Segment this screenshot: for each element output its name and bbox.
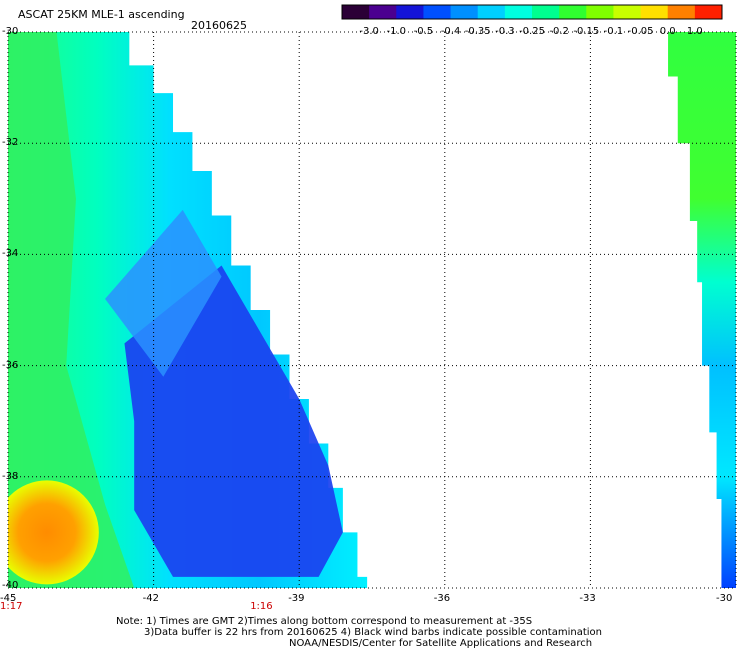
colorbar-label-10: -0.05 (628, 26, 654, 37)
colorbar-label-5: -0.3 (495, 26, 515, 37)
colorbar-label-8: -0.15 (573, 26, 599, 37)
colorbar-segment-6 (504, 5, 533, 19)
colorbar-segment-1 (369, 5, 397, 19)
colorbar-segment-7 (532, 5, 560, 19)
y-tick-label: -36 (2, 359, 19, 371)
green-margin-region (8, 32, 135, 588)
colorbar-label-9: -0.1 (604, 26, 624, 37)
mid-blue-region (105, 209, 222, 377)
colorbar-label-6: -0.25 (519, 26, 545, 37)
x-tick-label: -36 (433, 593, 451, 604)
colorbar-label-7: -0.2 (549, 26, 569, 37)
y-tick-label: -38 (2, 470, 19, 482)
y-tick-label: -32 (2, 137, 19, 149)
note-line-3: NOAA/NESDIS/Center for Satellite Applica… (289, 638, 593, 649)
colorbar-segment-8 (559, 5, 587, 19)
colorbar-label-11: 0.0 (660, 26, 676, 37)
x-tick-label: -33 (579, 593, 596, 604)
colorbar-segment-2 (396, 5, 424, 19)
colorbar-segment-5 (477, 5, 506, 19)
x-tick-label: -39 (288, 593, 305, 604)
colorbar-segment-11 (640, 5, 669, 19)
orange-patch-region (8, 480, 99, 585)
colorbar-segment-10 (613, 5, 642, 19)
colorbar-label-4: -0.35 (465, 26, 491, 37)
colorbar-segment-0 (342, 5, 370, 19)
colorbar-segment-3 (423, 5, 452, 19)
colorbar-segment-13 (694, 5, 723, 19)
chart-title: ASCAT 25KM MLE-1 ascending (18, 8, 185, 21)
colorbar-label-2: -0.5 (414, 26, 434, 37)
colorbar-label-1: -1.0 (387, 26, 407, 37)
colorbar-segment-9 (586, 5, 614, 19)
y-tick-label: -30 (2, 26, 19, 37)
note-line-2: 3)Data buffer is 22 hrs from 20160625 4)… (144, 627, 602, 638)
x-tick-label: -45 (0, 593, 17, 604)
y-tick-label: -34 (2, 248, 19, 260)
colorbar-frame (341, 4, 723, 20)
colorbar-label-12: 1.0 (687, 26, 703, 37)
colorbar-label-0: -3.0 (359, 26, 379, 37)
time-label: 1:17 (0, 601, 23, 612)
x-tick-label: -42 (142, 593, 159, 604)
chart-date: 20160625 (191, 19, 247, 32)
note-line-1: Note: 1) Times are GMT 2)Times along bot… (116, 616, 533, 627)
y-tick-label: -40 (2, 580, 19, 591)
colorbar-label-3: -0.4 (441, 26, 461, 37)
colorbar-segment-4 (450, 5, 479, 19)
time-label: 1:16 (250, 601, 273, 612)
east-swath (668, 32, 736, 588)
colorbar-segment-12 (667, 5, 696, 19)
x-tick-label: -30 (716, 593, 733, 604)
